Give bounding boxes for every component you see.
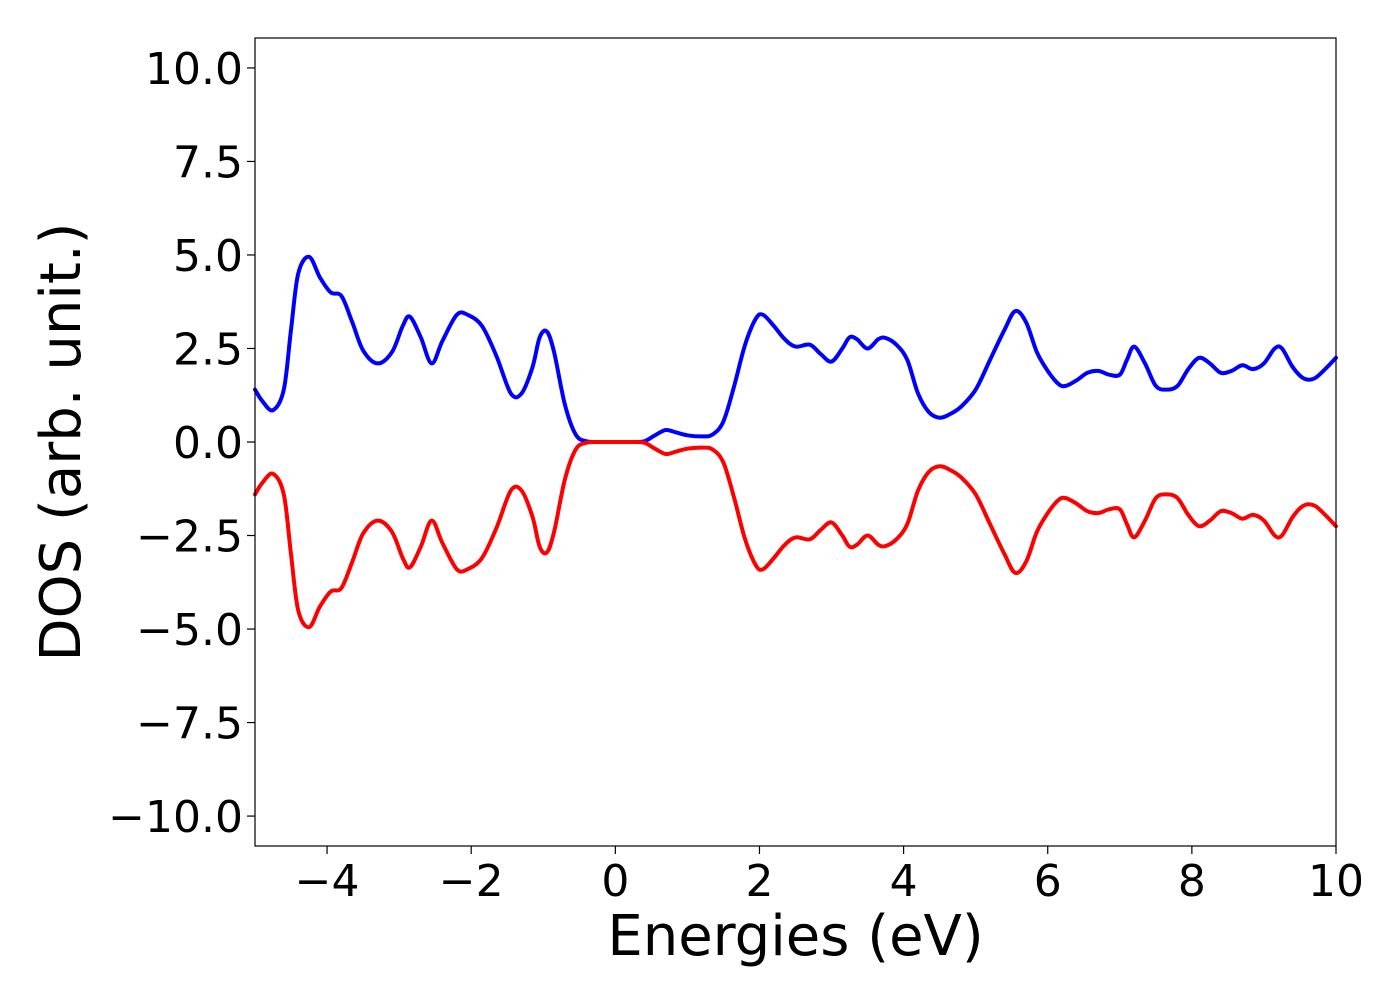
y-tick-label: 10.0 <box>145 44 243 95</box>
x-tick-label: 0 <box>601 856 629 907</box>
x-tick-label: 4 <box>890 856 918 907</box>
y-tick-label: 7.5 <box>173 137 243 188</box>
x-axis: −4 −2 0 2 4 6 8 10 <box>295 846 1364 907</box>
y-tick-label: 2.5 <box>173 324 243 375</box>
y-tick-label: 5.0 <box>173 231 243 282</box>
x-tick-label: −4 <box>295 856 360 907</box>
x-tick-label: −2 <box>439 856 504 907</box>
x-tick-label: 6 <box>1034 856 1062 907</box>
y-tick-label: −5.0 <box>136 605 243 656</box>
y-tick-label: −10.0 <box>108 792 243 843</box>
series-line-1 <box>253 439 1338 630</box>
x-tick-label: 2 <box>745 856 773 907</box>
y-axis-title: DOS (arb. unit.) <box>29 222 94 661</box>
x-axis-title: Energies (eV) <box>607 904 983 969</box>
y-axis: 10.0 7.5 5.0 2.5 0.0 −2.5 −5.0 −7.5 −10.0 <box>108 44 255 843</box>
x-tick-label: 10 <box>1308 856 1364 907</box>
plot-series <box>253 254 1338 630</box>
y-tick-label: −2.5 <box>136 512 243 563</box>
y-tick-label: −7.5 <box>136 699 243 750</box>
y-tick-label: 0.0 <box>173 418 243 469</box>
plot-frame <box>254 37 1337 847</box>
x-tick-label: 8 <box>1178 856 1206 907</box>
series-line-0 <box>253 254 1338 445</box>
